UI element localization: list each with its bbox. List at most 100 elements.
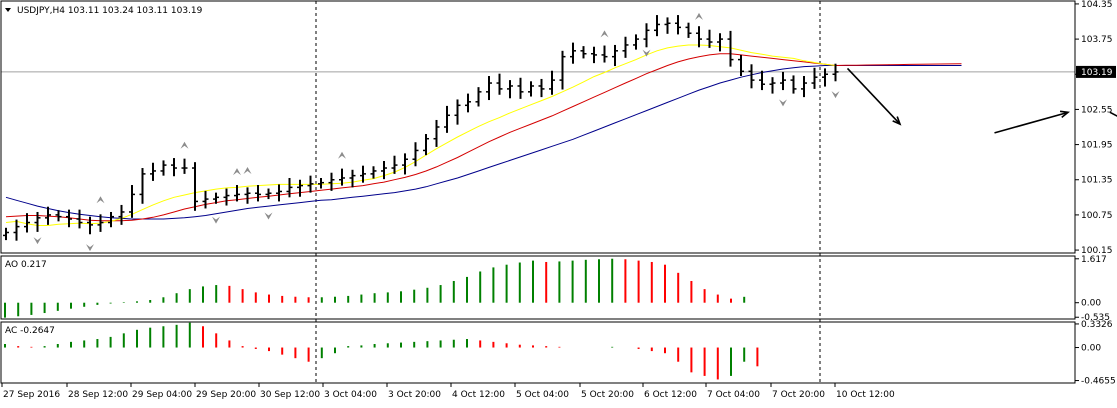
current-price-badge — [1076, 65, 1116, 78]
price-bar — [381, 160, 387, 180]
price-bar — [286, 177, 293, 198]
panel-frame-0 — [0, 0, 1076, 254]
price-bar — [391, 155, 398, 174]
x-tick-label: 10 Oct 12:00 — [836, 390, 895, 400]
x-tick-label: 4 Oct 12:00 — [452, 390, 505, 400]
price-bar — [192, 162, 198, 211]
price-bar — [633, 34, 639, 50]
price-bar — [370, 166, 377, 179]
panel-frame-2 — [0, 321, 1076, 384]
price-bar — [454, 99, 461, 125]
price-bar — [150, 162, 156, 181]
sma-slow-line — [5, 65, 962, 220]
price-bar — [118, 204, 125, 225]
y-tick-label: 102.55 — [1081, 105, 1113, 115]
price-bar — [34, 211, 41, 232]
price-bar — [727, 30, 734, 67]
fractal-down-icon — [831, 91, 840, 99]
price-bar — [465, 93, 471, 113]
price-bar — [433, 119, 440, 147]
fractal-up-icon — [96, 196, 105, 204]
x-tick-label: 29 Sep 04:00 — [132, 390, 192, 400]
price-bar — [549, 70, 555, 95]
fractal-down-icon — [779, 99, 787, 107]
price-bar — [276, 184, 282, 202]
price-bar — [223, 188, 230, 206]
price-bar — [559, 50, 566, 90]
y-tick-label: 1.617 — [1081, 255, 1107, 265]
price-bar — [160, 160, 167, 176]
fractal-down-icon — [86, 244, 94, 252]
fractal-up-icon — [695, 12, 703, 20]
y-tick-label: 100.15 — [1081, 246, 1113, 256]
price-bar — [496, 73, 503, 95]
fractal-down-icon — [212, 216, 220, 224]
price-bar — [580, 46, 587, 59]
price-bar — [297, 179, 303, 197]
price-bar — [66, 209, 72, 228]
x-tick-label: 3 Oct 04:00 — [324, 390, 377, 400]
price-bar — [591, 46, 597, 64]
fractal-down-icon — [264, 212, 273, 220]
x-tick-label: 30 Sep 12:00 — [260, 390, 320, 400]
y-tick-label: 0.00 — [1081, 344, 1101, 354]
y-tick-label: 101.95 — [1081, 141, 1113, 151]
price-bar — [801, 76, 807, 98]
price-bar — [234, 185, 240, 202]
x-tick-label: 29 Sep 20:00 — [196, 390, 256, 400]
price-bar — [811, 67, 818, 89]
x-tick-label: 7 Oct 20:00 — [772, 390, 825, 400]
price-bar — [643, 23, 650, 48]
price-bar — [181, 158, 188, 174]
y-tick-label: -0.4655 — [1081, 377, 1116, 387]
ac-title: AC -0.2647 — [5, 326, 55, 336]
x-tick-label: 5 Oct 04:00 — [516, 390, 569, 400]
price-bar — [45, 206, 51, 225]
price-bar — [759, 70, 765, 91]
fractal-up-icon — [180, 141, 189, 149]
price-bar — [55, 210, 62, 222]
ao-title: AO 0.217 — [5, 260, 47, 270]
price-bar — [265, 188, 272, 200]
price-bar — [748, 64, 755, 89]
price-bar — [139, 168, 146, 204]
y-tick-label: 100.75 — [1081, 211, 1113, 221]
price-bar — [685, 22, 692, 38]
price-bar — [202, 190, 209, 209]
price-bar — [97, 214, 104, 232]
price-bar — [769, 77, 776, 94]
y-tick-label: 104.35 — [1081, 0, 1113, 10]
y-tick-label: 103.75 — [1081, 35, 1113, 45]
price-bar — [696, 26, 702, 48]
price-bar — [444, 105, 450, 133]
forecast-arrow-1 — [994, 110, 1070, 134]
y-tick-label: 101.35 — [1081, 176, 1113, 186]
sma-mid-line — [5, 53, 962, 222]
price-bar — [601, 45, 608, 63]
x-tick-label: 6 Oct 12:00 — [644, 390, 697, 400]
x-tick-label: 3 Oct 20:00 — [388, 390, 441, 400]
price-bar — [3, 227, 9, 241]
price-bar — [423, 134, 429, 156]
chevron-down-icon — [5, 8, 11, 12]
price-bar — [307, 175, 314, 193]
price-bar — [318, 177, 324, 189]
y-tick-label: 0.00 — [1081, 299, 1101, 309]
price-bar — [622, 36, 629, 58]
price-bar — [517, 77, 524, 99]
price-bar — [717, 33, 723, 52]
y-tick-label: -0.535 — [1081, 313, 1110, 323]
price-bar — [339, 168, 345, 186]
price-bar — [76, 209, 83, 229]
price-bar — [475, 87, 482, 107]
fractal-down-icon — [642, 49, 651, 57]
fractal-up-icon — [243, 166, 252, 174]
main-chart-title: USDJPY,H4 103.11 103.24 103.11 103.19 — [17, 6, 203, 16]
price-bar — [822, 68, 828, 87]
fractal-down-icon — [33, 237, 42, 245]
price-bar — [402, 153, 408, 175]
y-tick-label: 0.3326 — [1081, 320, 1113, 330]
price-bar — [24, 213, 30, 233]
price-bar — [612, 44, 618, 67]
